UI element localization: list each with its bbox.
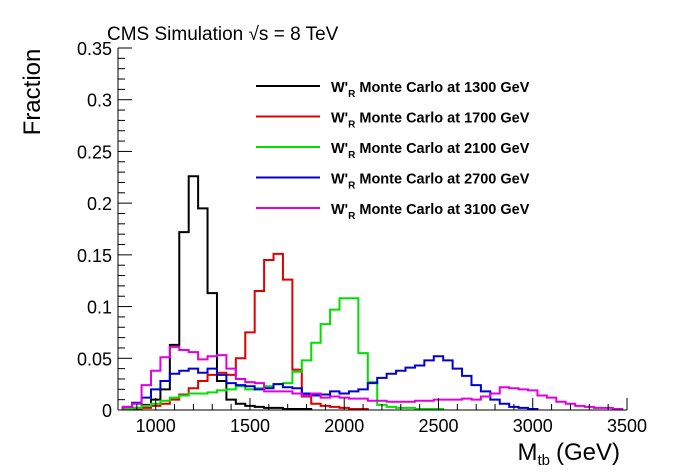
legend-prefix-sub: R (348, 211, 356, 222)
axes-group (117, 48, 627, 411)
legend-prefix-sub: R (348, 120, 356, 131)
legend-entry-3: W'R Monte Carlo at 2700 GeV (331, 172, 530, 192)
series-line-3 (121, 355, 539, 410)
ticks-group: 1000 1500 2000 2500 3000 3500 0 0.05 0.1 0.15 0.2 0… (77, 39, 647, 436)
x-axis-label-unit: (GeV) (556, 439, 620, 466)
legend-entry-1: W'R Monte Carlo at 1700 GeV (331, 111, 530, 131)
x-axis-label: Mtb (GeV) (517, 439, 620, 469)
series-line-4 (121, 345, 624, 410)
legend-prefix-sub: R (348, 181, 356, 192)
y-tick-label: 0.25 (77, 142, 112, 162)
x-tick-label: 1500 (230, 416, 270, 436)
legend-prefix: W' (331, 202, 348, 218)
legend-prefix: W' (331, 141, 348, 157)
y-tick-label: 0.15 (77, 246, 112, 266)
legend-entry-4: W'R Monte Carlo at 3100 GeV (331, 202, 530, 222)
legend-label: Monte Carlo at 3100 GeV (359, 202, 529, 218)
legend-entry-2: W'R Monte Carlo at 2100 GeV (331, 141, 530, 161)
legend-label: Monte Carlo at 2700 GeV (359, 172, 529, 188)
x-tick-label: 1000 (136, 416, 176, 436)
x-tick-label: 3500 (607, 416, 647, 436)
legend-prefix: W' (331, 111, 348, 127)
legend-prefix: W' (331, 80, 348, 96)
y-tick-label: 0.3 (87, 91, 112, 111)
y-tick-label: 0.2 (87, 194, 112, 214)
legend-prefix: W' (331, 172, 348, 188)
x-tick-label: 3000 (513, 416, 553, 436)
x-tick-label: 2500 (418, 416, 458, 436)
y-tick-label: 0 (102, 401, 112, 421)
legend-label: Monte Carlo at 1700 GeV (359, 111, 529, 127)
legend-prefix-sub: R (348, 89, 356, 100)
x-axis-label-sub: tb (537, 452, 550, 469)
y-tick-label: 0.05 (77, 349, 112, 369)
legend-label: Monte Carlo at 1300 GeV (359, 80, 529, 96)
y-tick-label: 0.1 (87, 298, 112, 318)
x-tick-label: 2000 (324, 416, 364, 436)
x-axis-label-main: M (517, 439, 537, 466)
y-axis-label: Fraction (19, 49, 46, 136)
series-group (121, 175, 624, 410)
legend-prefix-sub: R (348, 150, 356, 161)
chart-title: CMS Simulation √s = 8 TeV (107, 24, 339, 45)
legend-label: Monte Carlo at 2100 GeV (359, 141, 529, 157)
y-tick-label: 0.35 (77, 39, 112, 59)
legend-entry-0: W'R Monte Carlo at 1300 GeV (331, 80, 530, 100)
